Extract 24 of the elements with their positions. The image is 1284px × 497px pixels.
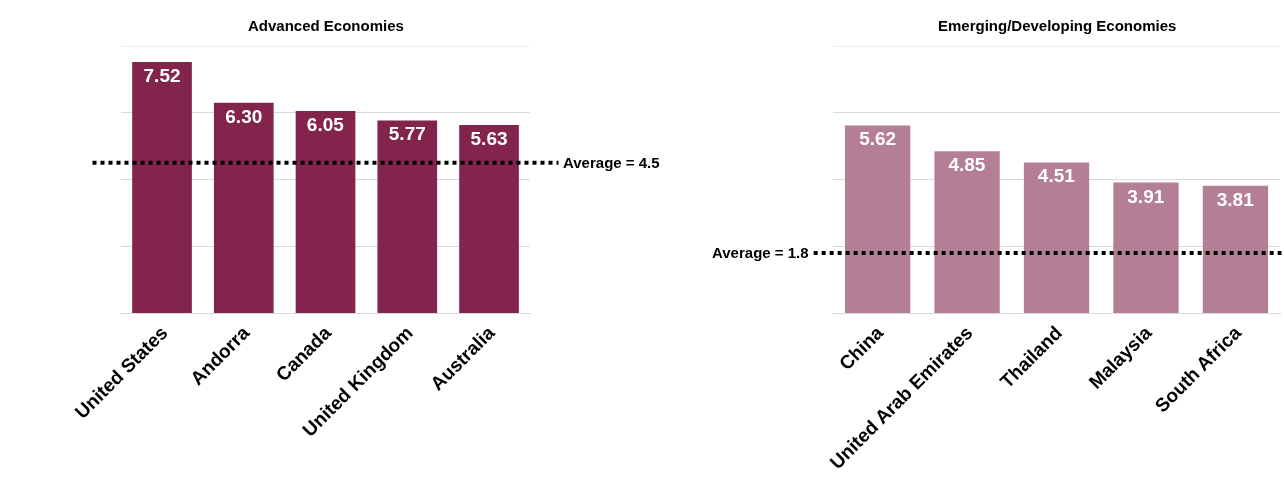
data-label: 6.05 bbox=[306, 114, 345, 136]
bar bbox=[132, 62, 192, 313]
data-label: 5.63 bbox=[470, 128, 508, 150]
bar bbox=[1023, 162, 1090, 313]
bar bbox=[377, 120, 438, 313]
data-label: 5.62 bbox=[859, 128, 897, 150]
data-label: 3.81 bbox=[1216, 188, 1255, 210]
data-label: 5.77 bbox=[388, 123, 426, 145]
bar bbox=[1202, 185, 1269, 313]
bar bbox=[295, 111, 356, 313]
bar bbox=[459, 125, 519, 313]
ref-line-label: Average = 1.8 bbox=[712, 244, 809, 261]
data-label: 4.85 bbox=[948, 154, 986, 176]
chart-title: Emerging/Developing Economies bbox=[938, 17, 1177, 34]
data-label: 7.52 bbox=[143, 65, 181, 87]
data-label: 3.91 bbox=[1127, 185, 1165, 207]
ref-line-label: Average = 4.5 bbox=[563, 154, 660, 171]
bar bbox=[844, 125, 911, 313]
data-label: 6.30 bbox=[225, 105, 263, 127]
bar bbox=[934, 151, 1000, 313]
data-label: 4.51 bbox=[1037, 165, 1076, 187]
bar bbox=[213, 102, 274, 313]
chart-title: Advanced Economies bbox=[248, 17, 404, 34]
bar bbox=[1113, 182, 1179, 313]
